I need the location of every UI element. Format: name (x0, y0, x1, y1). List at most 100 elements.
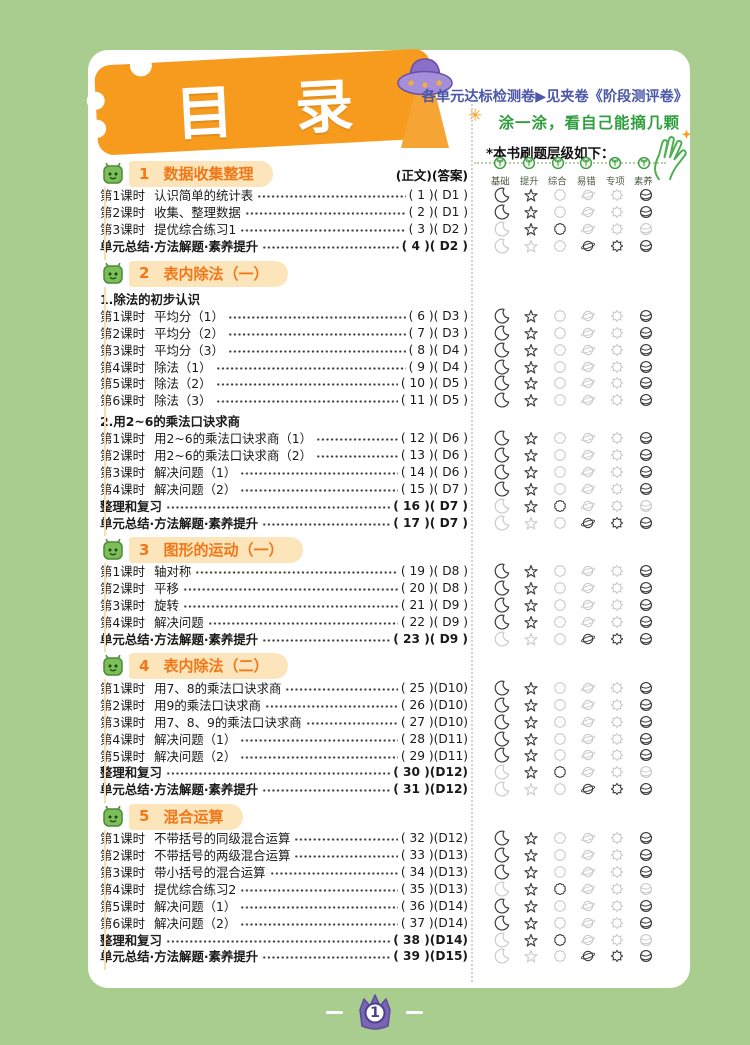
toc-row-text: 第2课时 平移 ( 20 )( D8 ) (100, 579, 468, 597)
level-cell (517, 308, 546, 324)
level-cell (631, 948, 660, 964)
level-icons (488, 342, 660, 358)
lesson-label: 第4课时 (100, 731, 146, 747)
level-cell (631, 597, 660, 613)
level-cell (631, 731, 660, 747)
level-cell (574, 764, 603, 780)
dotted-leader (215, 381, 398, 389)
sun-icon (552, 747, 568, 763)
lesson-title: 解决问题（2） (154, 915, 237, 931)
burst-icon (609, 948, 625, 964)
legend-label: 提升 (519, 176, 539, 188)
level-icons (488, 481, 660, 497)
level-cell (574, 881, 603, 897)
dotted-leader (294, 853, 398, 861)
level-cell (603, 580, 632, 596)
level-cell (574, 447, 603, 463)
toc-row-text: 单元总结·方法解题·素养提升 ( 23 )( D9 ) (100, 630, 468, 648)
level-cell (574, 847, 603, 863)
level-cell (488, 764, 517, 780)
toc-row-text: 第6课时 除法（3） ( 11 )( D5 ) (100, 391, 468, 409)
level-cell (488, 714, 517, 730)
star-icon (523, 847, 539, 863)
level-cell (488, 898, 517, 914)
toc-row-text: 第1课时 平均分（1） ( 6 )( D3 ) (100, 307, 468, 325)
level-cell (545, 864, 574, 880)
star-icon (523, 464, 539, 480)
level-cell (631, 580, 660, 596)
sun-icon (552, 781, 568, 797)
level-cell (631, 881, 660, 897)
sun-icon (552, 430, 568, 446)
level-cell (603, 204, 632, 220)
level-cell (631, 631, 660, 647)
lesson-title: 用2~6的乘法口诀求商（2） (154, 448, 313, 464)
toc-row: 第3课时 旋转 ( 21 )( D9 ) (100, 597, 660, 614)
star-icon (523, 764, 539, 780)
lesson-label: 第1课时 (100, 431, 146, 447)
toc-row: 整理和复习 ( 30 )(D12) (100, 764, 660, 781)
ball-icon (638, 781, 654, 797)
level-cell (574, 915, 603, 931)
dotted-leader (207, 620, 398, 628)
sun-icon (552, 614, 568, 630)
level-icons (488, 447, 660, 463)
toc-section: 2 表内除法（一） 1.除法的初步认识 第1课时 平均分（1）( 6 )( D3 ) 第2… (100, 260, 660, 537)
level-icons (488, 731, 660, 747)
lesson-label: 第3课时 (100, 222, 146, 238)
level-icons (488, 697, 660, 713)
level-cell (517, 948, 546, 964)
burst-icon (609, 498, 625, 514)
level-cell (545, 238, 574, 254)
sun-icon (552, 447, 568, 463)
level-cell (488, 342, 517, 358)
burst-icon (609, 308, 625, 324)
sun-icon (552, 221, 568, 237)
level-cell (574, 187, 603, 203)
toc-row: 第1课时 认识简单的统计表 ( 1 )( D1 ) (100, 187, 660, 204)
level-cell (631, 464, 660, 480)
level-cell (603, 342, 632, 358)
section-number: 3 (139, 540, 150, 559)
dotted-leader (227, 347, 406, 355)
moon-icon (494, 915, 510, 931)
level-icons (488, 932, 660, 948)
moon-icon (494, 631, 510, 647)
page-refs: ( 6 )( D3 ) (408, 308, 468, 323)
planet-icon (580, 359, 596, 375)
star-icon (523, 932, 539, 948)
sun-icon (552, 714, 568, 730)
sun-icon (552, 881, 568, 897)
dotted-leader (294, 836, 398, 844)
toc-row-text: 整理和复习 ( 16 )( D7 ) (100, 497, 468, 515)
planet-icon (580, 697, 596, 713)
sun-icon (552, 375, 568, 391)
level-icons (488, 221, 660, 237)
level-cell (603, 464, 632, 480)
level-cell (603, 481, 632, 497)
toc-row-text: 第1课时 用2~6的乘法口诀求商（1） ( 12 )( D6 ) (100, 429, 468, 447)
planet-icon (580, 375, 596, 391)
ball-icon (638, 932, 654, 948)
star-icon (523, 747, 539, 763)
toc-row-text: 第3课时 旋转 ( 21 )( D9 ) (100, 596, 468, 614)
level-cell (631, 680, 660, 696)
burst-icon (609, 614, 625, 630)
section-title-text: 图形的运动（一） (163, 541, 284, 560)
level-icons (488, 714, 660, 730)
burst-icon (609, 764, 625, 780)
ball-icon (638, 680, 654, 696)
level-cell (603, 308, 632, 324)
moon-icon (494, 714, 510, 730)
toc-row-text: 第1课时 用7、8的乘法口诀求商 ( 25 )(D10) (100, 679, 468, 697)
page-refs: ( 30 )(D12) (393, 765, 468, 780)
page-refs: ( 23 )( D9 ) (393, 632, 468, 647)
page-refs: ( 7 )( D3 ) (408, 325, 468, 340)
star-icon (523, 481, 539, 497)
level-cell (545, 515, 574, 531)
page-refs: ( 38 )(D14) (393, 932, 468, 947)
page-refs: ( 14 )( D6 ) (400, 464, 468, 479)
section-header: 1 数据收集整理 (正文)(答案) (100, 161, 660, 187)
toc-row: 第4课时 解决问题 ( 22 )( D9 ) (100, 614, 660, 631)
level-cell (603, 631, 632, 647)
